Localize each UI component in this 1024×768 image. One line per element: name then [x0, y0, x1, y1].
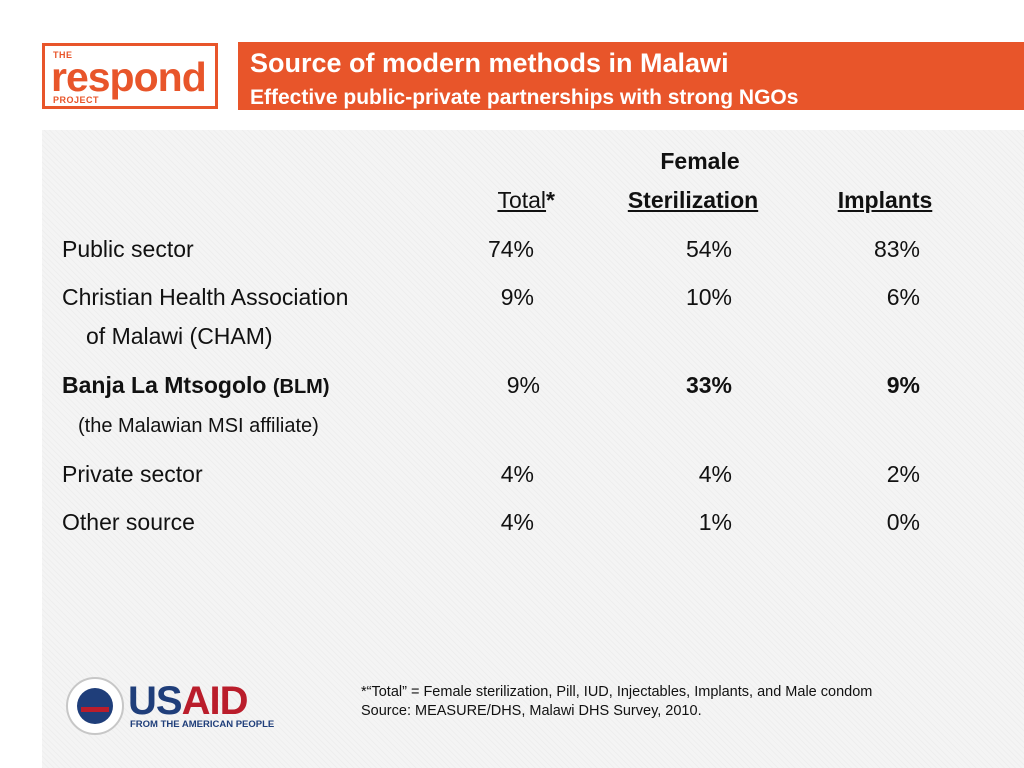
cell-public-total: 74% [487, 236, 534, 262]
row-label-blm-suffix: (BLM) [272, 376, 330, 398]
cell-cham-implants: 6% [886, 284, 920, 310]
header-total-mark: * [546, 187, 555, 213]
cell-private-total: 4% [500, 461, 534, 487]
footnote-source: Source: MEASURE/DHS, Malawi DHS Survey, … [361, 703, 702, 719]
header-sterilization: Sterilization [627, 187, 759, 213]
cell-cham-sterilization: 10% [685, 284, 732, 310]
slide-title: Source of modern methods in Malawi [250, 48, 729, 78]
usaid-wordmark: USAID [128, 679, 249, 724]
cell-other-implants: 0% [886, 509, 920, 535]
row-label-public: Public sector [62, 236, 194, 262]
usaid-aid: AID [181, 679, 249, 723]
logo-project: PROJECT [53, 95, 100, 105]
header-total: Total* [445, 187, 555, 214]
footnote-total-definition: *“Total” = Female sterilization, Pill, I… [361, 684, 873, 700]
title-banner: Source of modern methods in Malawi Effec… [238, 42, 1024, 110]
cell-public-sterilization: 54% [685, 236, 732, 262]
slide-subtitle: Effective public-private partnerships wi… [250, 86, 799, 109]
logo-the: THE [53, 50, 73, 60]
cell-private-implants: 2% [886, 461, 920, 487]
cell-blm-implants: 9% [886, 372, 920, 398]
cell-cham-total: 9% [500, 284, 534, 310]
header-implants: Implants [837, 187, 933, 213]
cell-other-sterilization: 1% [698, 509, 732, 535]
header-total-label: Total [497, 187, 547, 213]
row-label-blm-name: Banja La Mtsogolo [62, 372, 267, 398]
row-label-blm: Banja La Mtsogolo (BLM) [62, 372, 329, 399]
logo-word: respond [51, 54, 207, 100]
respond-logo: THE respond PROJECT [42, 43, 218, 109]
usaid-seal-icon [66, 677, 124, 735]
cell-blm-sterilization: 33% [685, 372, 732, 398]
cell-private-sterilization: 4% [698, 461, 732, 487]
usaid-tagline: FROM THE AMERICAN PEOPLE [130, 719, 275, 730]
footnote: *“Total” = Female sterilization, Pill, I… [361, 683, 872, 721]
cell-blm-total: 9% [506, 372, 540, 398]
usaid-us: US [128, 679, 183, 723]
header-female: Female [660, 148, 740, 174]
content-panel [42, 130, 1024, 768]
row-label-other: Other source [62, 509, 195, 535]
row-sublabel-blm: (the Malawian MSI affiliate) [78, 415, 319, 437]
row-sublabel-cham: of Malawi (CHAM) [86, 323, 273, 349]
usaid-seal-inner [77, 688, 113, 724]
usaid-seal-band [81, 707, 109, 712]
cell-public-implants: 83% [873, 236, 920, 262]
row-label-cham: Christian Health Association [62, 284, 349, 310]
row-label-private: Private sector [62, 461, 203, 487]
cell-other-total: 4% [500, 509, 534, 535]
